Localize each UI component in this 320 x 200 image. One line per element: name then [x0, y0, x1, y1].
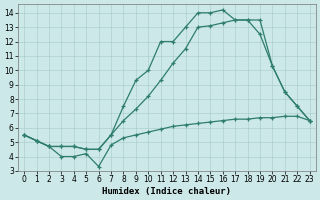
X-axis label: Humidex (Indice chaleur): Humidex (Indice chaleur)	[102, 187, 231, 196]
